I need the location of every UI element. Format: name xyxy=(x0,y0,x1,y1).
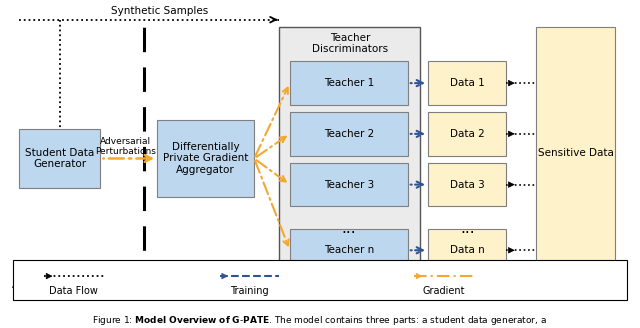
Text: Sensitive Data: Sensitive Data xyxy=(538,148,614,157)
Text: ...: ... xyxy=(460,221,475,236)
Text: Teacher 3: Teacher 3 xyxy=(324,180,374,190)
Text: Data 3: Data 3 xyxy=(450,180,484,190)
Bar xyxy=(290,112,408,155)
Bar xyxy=(19,129,100,188)
Bar xyxy=(290,229,408,272)
Bar xyxy=(428,61,506,105)
Text: ...: ... xyxy=(342,221,356,236)
Text: Data 1: Data 1 xyxy=(450,78,484,88)
Text: Teacher n: Teacher n xyxy=(324,245,374,255)
Text: Data Flow: Data Flow xyxy=(49,286,99,297)
Bar xyxy=(428,229,506,272)
Text: Training: Training xyxy=(230,286,269,297)
Text: Not Accesible by Adversary: Not Accesible by Adversary xyxy=(151,281,275,290)
Bar xyxy=(536,27,615,278)
Bar xyxy=(290,61,408,105)
Text: Data n: Data n xyxy=(450,245,484,255)
Bar xyxy=(428,112,506,155)
Text: Teacher 1: Teacher 1 xyxy=(324,78,374,88)
Bar xyxy=(290,163,408,206)
Text: Teacher 2: Teacher 2 xyxy=(324,129,374,139)
Bar xyxy=(157,120,254,197)
Text: Data 2: Data 2 xyxy=(450,129,484,139)
Text: Student Data
Generator: Student Data Generator xyxy=(25,148,94,169)
Bar xyxy=(13,260,627,300)
Bar xyxy=(428,163,506,206)
Text: Adversarial
Perturbations: Adversarial Perturbations xyxy=(95,137,156,156)
Text: Synthetic Samples: Synthetic Samples xyxy=(111,6,209,16)
Text: Figure 1: $\bf{Model\ Overview\ of\ G\text{-}PATE}$. The model contains three pa: Figure 1: $\bf{Model\ Overview\ of\ G\te… xyxy=(92,314,548,327)
Text: Gradient: Gradient xyxy=(422,286,465,297)
Text: Accesible by Adversary: Accesible by Adversary xyxy=(12,281,118,290)
Bar xyxy=(279,27,420,278)
Text: Differentially
Private Gradient
Aggregator: Differentially Private Gradient Aggregat… xyxy=(163,142,248,175)
Text: Teacher
Discriminators: Teacher Discriminators xyxy=(312,33,388,54)
